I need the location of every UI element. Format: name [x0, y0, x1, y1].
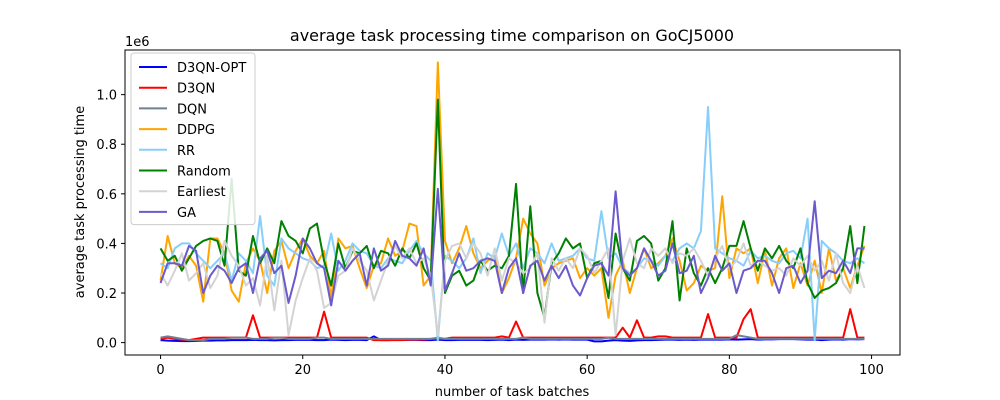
series-line-earliest — [159, 237, 866, 337]
plot-frame — [124, 49, 901, 356]
y-tick-label: 1.0 — [96, 89, 117, 104]
legend-box — [130, 52, 256, 226]
x-tick-label: 80 — [721, 363, 738, 378]
x-tick-label: 0 — [156, 363, 164, 378]
legend-label-rr: RR — [177, 144, 195, 159]
y-tick-label: 0.6 — [96, 188, 117, 203]
legend: D3QN-OPT D3QN DQN DDPG RR Random Earliest GA — [130, 52, 256, 226]
y-tick-label: 0.0 — [96, 337, 117, 352]
legend-label-random: Random — [177, 165, 231, 180]
series-line-dqn — [160, 334, 865, 342]
series-line-ga — [159, 187, 865, 307]
x-tick-label: 40 — [437, 363, 454, 378]
x-tick-label: 60 — [579, 363, 596, 378]
legend-label-d3qn: D3QN — [177, 82, 215, 97]
series-line-rr — [159, 106, 866, 342]
y-axis-label: average task processing time — [73, 106, 88, 298]
legend-label-d3qn-opt: D3QN-OPT — [177, 61, 246, 76]
axes: 0 20 40 60 80 100 0.0 0.2 0.4 0.6 0.8 1.0 — [96, 49, 901, 378]
y-offset-label: 1e6 — [125, 35, 150, 50]
chart-title: average task processing time comparison … — [290, 26, 734, 45]
plot-area — [159, 61, 866, 343]
y-tick-label: 0.4 — [96, 237, 117, 252]
series-line-random — [159, 98, 866, 319]
legend-label-dqn: DQN — [177, 102, 207, 117]
legend-label-ddpg: DDPG — [177, 123, 215, 138]
series-line-d3qn — [160, 308, 865, 342]
y-tick-label: 0.2 — [96, 287, 117, 302]
x-tick-label: 100 — [859, 363, 884, 378]
x-axis-label: number of task batches — [435, 385, 590, 400]
series-line-ddpg — [159, 61, 866, 319]
legend-label-earliest: Earliest — [177, 185, 226, 200]
y-tick-label: 0.8 — [96, 138, 117, 153]
legend-label-ga: GA — [177, 206, 196, 221]
x-tick-label: 20 — [294, 363, 311, 378]
